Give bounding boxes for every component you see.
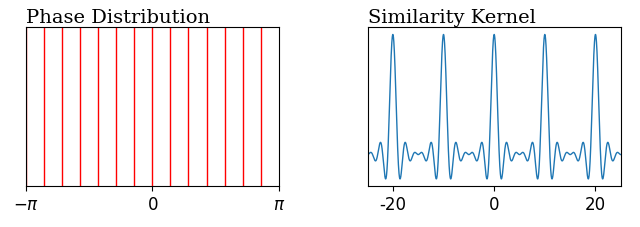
Text: Similarity Kernel: Similarity Kernel bbox=[367, 9, 536, 27]
Text: Phase Distribution: Phase Distribution bbox=[26, 9, 210, 27]
